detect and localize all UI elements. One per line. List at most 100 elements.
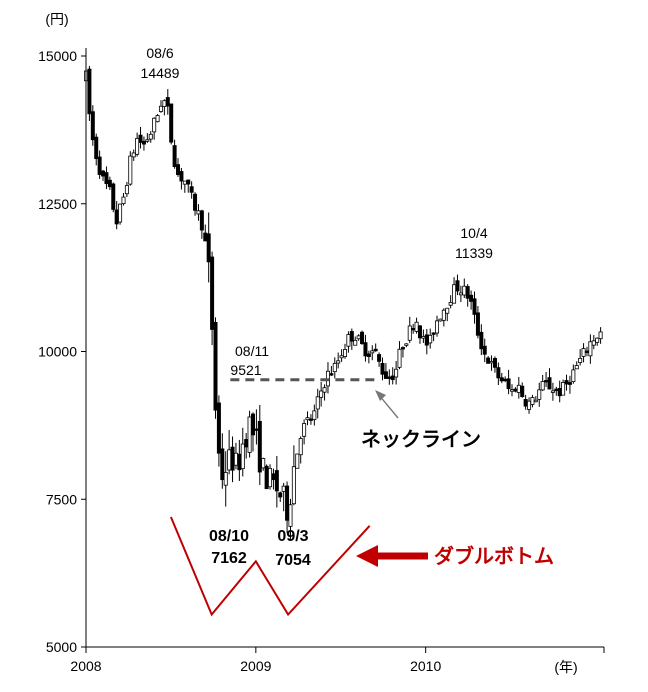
candle-down	[475, 312, 480, 336]
neckline-pointer-icon	[375, 390, 399, 419]
candle-down	[377, 354, 382, 362]
candle-up	[452, 284, 457, 304]
peak1-value-label: 14489	[141, 65, 180, 81]
candle-up	[223, 472, 228, 486]
candle-up	[448, 302, 453, 306]
candle-up	[339, 355, 344, 359]
candle-up	[581, 348, 586, 357]
candle-down	[496, 367, 501, 379]
candle-up	[397, 348, 402, 368]
candle-up	[158, 105, 163, 112]
candle-down	[165, 97, 170, 107]
candle-down	[564, 380, 569, 385]
candle-up	[124, 185, 129, 195]
candle-up	[598, 331, 603, 340]
candle-up	[370, 350, 375, 354]
candle-up	[319, 390, 324, 398]
candle-down	[264, 465, 269, 490]
candle-down	[220, 448, 225, 481]
peak2-value-label: 11339	[455, 245, 493, 261]
candle-down	[94, 136, 99, 160]
candle-up	[261, 458, 266, 469]
candle-down	[138, 134, 143, 143]
y-tick-label: 10000	[38, 344, 77, 360]
candle-down	[373, 348, 378, 352]
candle-up	[128, 155, 133, 185]
candle-up	[121, 196, 126, 205]
candle-down	[189, 186, 194, 193]
peak1-date-label: 08/6	[146, 45, 173, 61]
candle-down	[278, 492, 283, 498]
candle-down	[411, 328, 416, 331]
candle-down	[257, 420, 262, 473]
candle-up	[445, 307, 450, 314]
y-tick-label: 7500	[46, 491, 77, 507]
neckline-label: ネックライン	[361, 428, 481, 451]
candle-up	[131, 152, 136, 158]
candle-down	[417, 325, 422, 339]
candle-up	[458, 292, 463, 296]
candle-up	[281, 485, 286, 492]
candle-down	[237, 453, 242, 471]
candle-down	[169, 103, 174, 143]
candle-down	[308, 418, 313, 421]
candle-up	[509, 389, 514, 392]
candle-down	[557, 387, 562, 397]
candle-down	[424, 334, 429, 346]
candle-up	[421, 336, 426, 339]
candle-up	[155, 115, 160, 123]
candle-up	[578, 358, 583, 363]
x-unit-label: (年)	[554, 659, 577, 675]
candle-down	[479, 331, 484, 350]
candle-down	[97, 156, 102, 175]
candle-down	[349, 331, 354, 342]
candle-up	[322, 387, 327, 393]
candle-up	[268, 467, 273, 488]
candle-up	[240, 443, 245, 469]
candle-down	[567, 382, 572, 385]
candle-down	[199, 210, 204, 231]
y-tick-label: 15000	[38, 48, 77, 64]
candle-up	[537, 389, 542, 400]
red-arrow-head	[356, 545, 378, 567]
candle-up	[527, 400, 532, 410]
candle-down	[400, 347, 405, 350]
candle-up	[441, 309, 446, 321]
candle-up	[298, 438, 303, 456]
candle-down	[503, 378, 508, 382]
candlestick-series	[84, 65, 603, 541]
candle-down	[206, 233, 211, 263]
candle-up	[315, 396, 320, 410]
candle-down	[383, 371, 388, 379]
peak2-date-label: 10/4	[460, 225, 487, 241]
grey-arrow-head	[375, 390, 386, 401]
candle-down	[513, 388, 518, 392]
candle-down	[101, 170, 106, 177]
candle-down	[469, 294, 474, 302]
candle-down	[380, 362, 385, 375]
candle-up	[336, 360, 341, 364]
axes: 15000 12500 10000 7500 5000 2008 2009 2010	[38, 48, 605, 674]
candle-down	[250, 413, 255, 436]
candle-up	[516, 384, 521, 393]
candle-down	[390, 375, 395, 381]
candle-up	[233, 452, 238, 466]
candle-down	[107, 179, 112, 188]
candle-up	[533, 399, 538, 403]
candle-up	[302, 423, 307, 437]
candle-down	[547, 377, 552, 390]
low1-date-label: 08/10	[209, 528, 249, 545]
candle-down	[230, 446, 235, 471]
candle-down	[213, 321, 218, 411]
candle-up	[152, 117, 157, 133]
candle-down	[492, 358, 497, 368]
candle-down	[366, 353, 371, 357]
candle-up	[489, 361, 494, 364]
candle-up	[291, 466, 296, 505]
candle-down	[554, 388, 559, 392]
candle-down	[506, 378, 511, 390]
candle-down	[254, 428, 259, 431]
candle-down	[210, 256, 215, 330]
candle-down	[523, 399, 528, 407]
candle-down	[111, 183, 116, 210]
